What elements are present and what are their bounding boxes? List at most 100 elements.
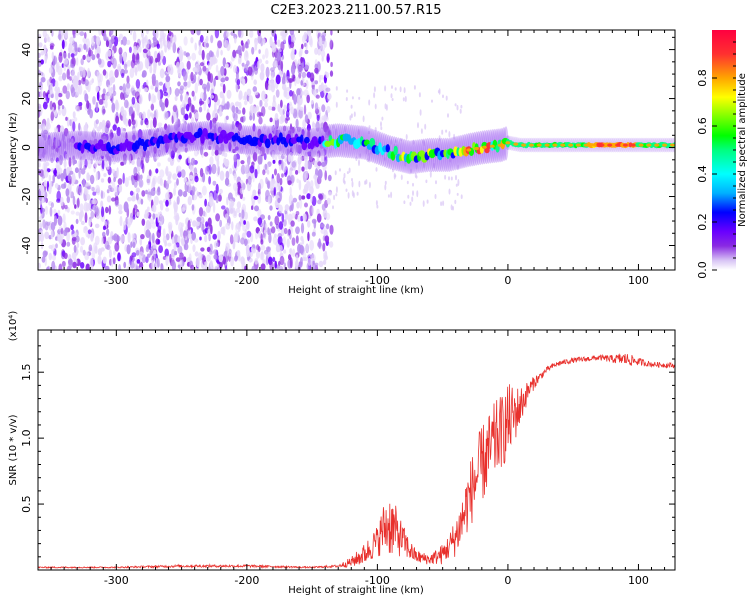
spectrogram-noise-cell (171, 236, 175, 245)
spectrogram-noise-cell (327, 191, 333, 196)
spectrogram-noise-cell (376, 204, 379, 209)
spectrogram-noise-cell (194, 111, 199, 120)
spectrogram-ridge-peak (489, 144, 495, 148)
spectrogram-noise-cell (387, 194, 390, 198)
spectrogram-noise-cell (256, 111, 262, 118)
spectrogram-noise-cell (66, 132, 70, 142)
spectrogram-noise-cell (327, 174, 332, 182)
spectrogram-noise-cell (82, 249, 86, 256)
spectrogram-noise-cell (190, 157, 196, 166)
spectrogram-noise-cell (140, 234, 145, 240)
spectrogram-frame (37, 29, 676, 271)
spectrogram-noise-cell (252, 112, 255, 121)
spectrogram-noise-cell (148, 129, 152, 136)
spectrogram-noise-cell (148, 169, 152, 177)
spectrogram-noise-cell (321, 56, 324, 62)
spectrogram-noise-cell (400, 174, 403, 181)
spectrogram-noise-cell (111, 102, 116, 113)
spectrogram-noise-cell (192, 244, 196, 253)
spectrogram-noise-cell (202, 65, 207, 72)
spectrogram-noise-cell (113, 250, 116, 256)
spectrogram-noise-cell (188, 175, 194, 180)
spectrogram-noise-cell (309, 239, 314, 251)
spectrogram-noise-cell (72, 121, 76, 132)
spectrogram-noise-cell (305, 79, 309, 90)
spectrogram-noise-cell (96, 71, 100, 78)
spectrogram-noise-cell (423, 161, 425, 169)
spectrogram-noise-cell (335, 101, 338, 108)
spectrogram-noise-cell (219, 188, 223, 194)
spectrogram-noise-cell (135, 187, 140, 193)
spectrogram-noise-cell (424, 123, 427, 130)
spectrogram-noise-cell (80, 168, 86, 175)
spectrogram-noise-cell (219, 219, 223, 228)
spectrogram-noise-cell (105, 206, 109, 214)
spectrogram-noise-cell (178, 154, 182, 160)
spectrogram-noise-cell (394, 174, 397, 178)
spectrogram-noise-cell (84, 93, 89, 102)
spectrogram-noise-cell (314, 80, 319, 85)
spectrogram-noise-cell (97, 255, 102, 265)
spectrogram-noise-cell (269, 221, 273, 227)
spectrogram-noise-cell (86, 157, 91, 165)
spectrogram-noise-cell (80, 237, 85, 246)
spectrogram-noise-cell (351, 178, 353, 182)
spectrogram-noise-cell (101, 206, 105, 218)
spectrogram-noise-cell (148, 244, 152, 250)
spectrogram-noise-cell (252, 152, 258, 162)
spectrogram-noise-cell (288, 194, 293, 206)
spectrogram-noise-cell (356, 191, 359, 196)
spectrogram-noise-cell (297, 94, 301, 106)
colorbar-tick-label: 0.6 (696, 117, 709, 135)
spectrogram-noise-cell (126, 39, 131, 46)
snr-x-tick-label: -200 (234, 574, 259, 587)
spectrogram-noise-cell (186, 81, 191, 88)
spectrogram-ridge-halo (55, 131, 61, 161)
spectrogram-noise-cell (123, 201, 129, 213)
spectrogram-noise-cell (165, 233, 170, 241)
spectrogram-noise-cell (71, 252, 77, 260)
spectrogram-noise-cell (282, 162, 287, 174)
spectrogram-noise-cell (409, 201, 412, 206)
spectrogram-noise-cell (66, 83, 70, 91)
spectrogram-noise-cell (322, 259, 327, 265)
spectrogram-noise-cell (237, 122, 242, 131)
spectrogram-noise-cell (206, 246, 211, 253)
spectrogram-noise-cell (165, 192, 170, 200)
spectrogram-noise-cell (234, 255, 238, 262)
spectrogram-noise-cell (247, 175, 252, 185)
spectrogram-noise-cell (101, 151, 105, 156)
spectrogram-noise-cell (285, 91, 291, 100)
spectrogram-noise-cell (57, 99, 63, 106)
spectrogram-noise-cell (374, 127, 377, 132)
spectrogram-noise-cell (269, 117, 273, 123)
spectrogram-noise-cell (254, 258, 259, 265)
spectrogram-noise-cell (435, 180, 437, 185)
spectrogram-noise-cell (217, 108, 220, 114)
spectrogram-noise-cell (101, 123, 106, 134)
spectrogram-noise-cell (402, 97, 405, 102)
spectrogram-noise-cell (184, 147, 188, 153)
spectrogram-noise-cell (126, 60, 132, 67)
spectrogram-noise-cell (272, 159, 276, 164)
figure-title: C2E3.2023.211.00.57.R15 (270, 3, 441, 18)
spectrogram-noise-cell (344, 125, 347, 133)
spectrogram-noise-cell (76, 197, 80, 208)
spectrogram-noise-cell (254, 168, 258, 179)
spectrogram-noise-cell (158, 200, 163, 205)
spectrogram-noise-cell (419, 109, 422, 116)
spectrogram-noise-cell (208, 62, 212, 70)
spectrogram-noise-cell (258, 116, 263, 125)
spectrogram-noise-cell (411, 196, 414, 202)
spectrogram-noise-cell (299, 155, 303, 163)
spectrogram-noise-cell (50, 152, 56, 158)
spectrogram-noise-cell (444, 174, 447, 180)
spectrogram-noise-cell (54, 137, 59, 148)
spectrogram-noise-cell (63, 52, 67, 59)
spectrogram-noise-cell (122, 36, 128, 46)
spectrogram-noise-cell (123, 155, 127, 165)
spectrogram-noise-cell (271, 151, 275, 160)
spectrogram-noise-cell (111, 168, 116, 174)
spectrogram-noise-cell (247, 39, 250, 45)
spectrogram-noise-cell (206, 112, 211, 121)
